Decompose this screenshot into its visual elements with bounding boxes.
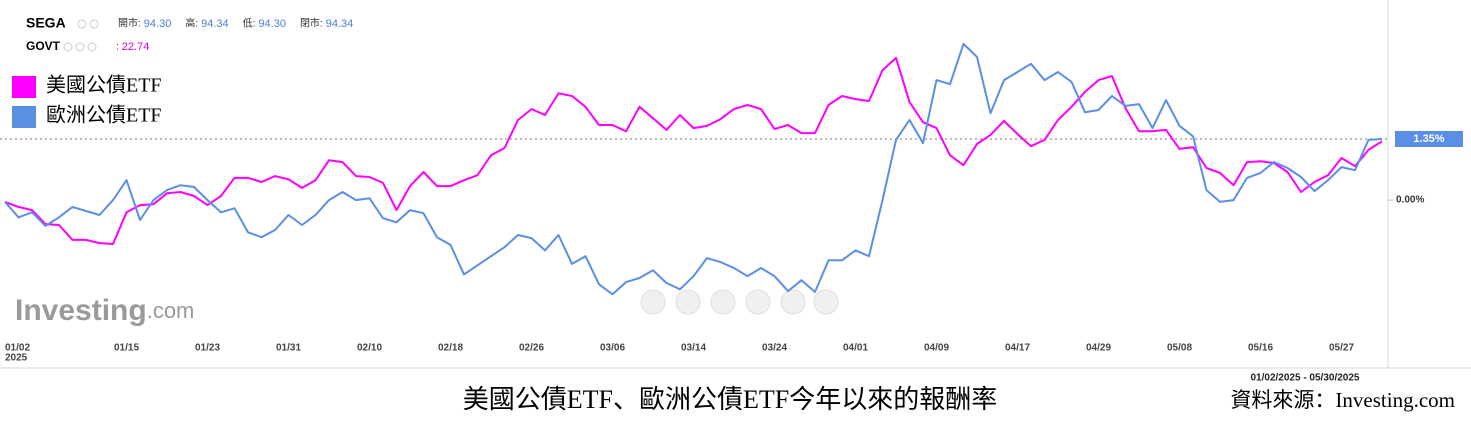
quote-label: 開市: [118,17,141,30]
quote-value: 94.34 [201,18,229,30]
watermark-sub: .com [147,298,195,323]
quote-label: 閉市: [300,17,323,30]
quote-value: 22.74 [122,41,150,53]
x-tick-label: 01/02 [5,343,30,354]
nav-button[interactable] [640,289,666,315]
quote-value: 94.30 [258,18,286,30]
x-tick-label: 05/08 [1167,343,1192,354]
nav-button[interactable] [745,289,771,315]
quote-value: 94.34 [326,18,354,30]
legend-swatch [12,76,36,98]
nav-button[interactable] [813,289,839,315]
x-tick-label: 03/24 [762,343,787,354]
x-tick-label: 04/17 [1005,343,1030,354]
x-tick-label: 02/26 [519,343,544,354]
x-tick-label: 04/09 [924,343,949,354]
quote-value: 94.30 [144,18,172,30]
quote-symbol: SEGA [26,15,66,31]
y-tick-label: 0.00% [1396,195,1424,206]
series-line [4,56,1383,245]
x-tick-label: 02/18 [438,343,463,354]
x-tick-label: 01/31 [276,343,301,354]
x-tick-label: 04/01 [843,343,868,354]
x-tick-label: 01/23 [195,343,220,354]
year-label: 2025 [5,353,28,364]
x-tick-label: 05/16 [1248,343,1273,354]
date-range: 01/02/2025 - 05/30/2025 [1251,373,1360,384]
watermark: Investing.com [15,294,194,327]
current-box [1395,130,1463,147]
legend-label: 歐洲公債ETF [46,104,162,127]
icon-gear [75,42,85,52]
icon-eye [63,42,73,52]
x-tick-label: 05/27 [1329,343,1354,354]
x-tick-label: 04/29 [1086,343,1111,354]
icon-eye [77,19,87,29]
quote-label: 低: [243,17,256,30]
legend-label: 美國公債ETF [46,74,162,97]
nav-button[interactable] [710,289,736,315]
caption: 美國公債ETF、歐洲公債ETF今年以來的報酬率 [463,385,997,414]
quote-symbol: GOVT [26,39,61,53]
x-tick-label: 01/15 [114,343,139,354]
legend-swatch [12,106,36,128]
nav-button[interactable] [780,289,806,315]
x-tick-label: 03/14 [681,343,706,354]
source: 資料來源：Investing.com [1230,388,1455,412]
watermark-main: Investing [15,294,147,327]
series-line [4,42,1383,296]
quote-label: : [116,42,119,53]
nav-button[interactable] [675,289,701,315]
x-tick-label: 03/06 [600,343,625,354]
icon-gear [89,19,99,29]
icon-close [87,42,97,52]
x-tick-label: 02/10 [357,343,382,354]
nav-controls [640,289,839,315]
current-label: 1.35% [1413,133,1444,145]
quote-label: 高: [185,17,198,30]
